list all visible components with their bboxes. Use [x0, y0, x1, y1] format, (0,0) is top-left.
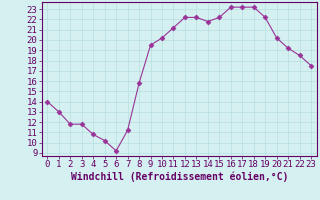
- X-axis label: Windchill (Refroidissement éolien,°C): Windchill (Refroidissement éolien,°C): [70, 172, 288, 182]
